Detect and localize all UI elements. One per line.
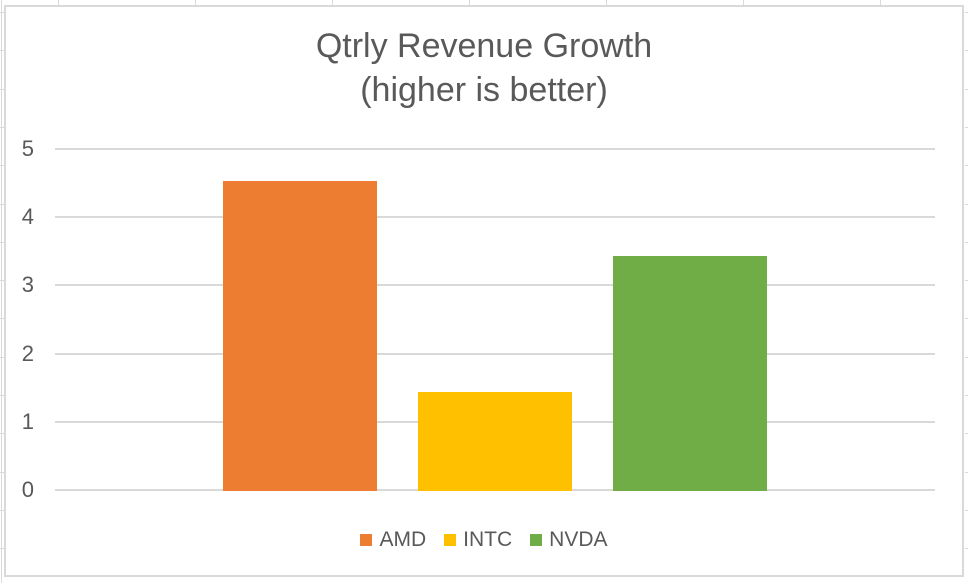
sheet-row-line bbox=[0, 127, 4, 128]
sheet-column-line bbox=[58, 0, 59, 5]
sheet-row-line bbox=[965, 318, 968, 319]
chart-legend: AMD INTC NVDA bbox=[4, 528, 964, 552]
sheet-column-line bbox=[743, 0, 744, 5]
legend-swatch-icon bbox=[444, 534, 457, 546]
gridline-y-3 bbox=[55, 284, 935, 286]
legend-item-intc: INTC bbox=[444, 528, 512, 552]
sheet-row-line bbox=[0, 472, 4, 473]
sheet-row-line bbox=[965, 548, 968, 549]
sheet-row-line bbox=[0, 548, 4, 549]
sheet-row-line bbox=[0, 395, 4, 396]
chart-title-block: Qtrly Revenue Growth (higher is better) bbox=[4, 24, 964, 112]
sheet-column-line bbox=[606, 0, 607, 5]
bar-amd bbox=[223, 181, 377, 491]
legend-swatch-icon bbox=[360, 534, 373, 546]
sheet-row-line bbox=[965, 280, 968, 281]
y-tick-label-0: 0 bbox=[21, 477, 34, 502]
gridline-y-4 bbox=[55, 216, 935, 218]
sheet-row-line bbox=[965, 127, 968, 128]
sheet-row-line bbox=[965, 472, 968, 473]
sheet-row-line bbox=[965, 204, 968, 205]
sheet-row-line bbox=[0, 318, 4, 319]
sheet-column-line bbox=[332, 0, 333, 5]
sheet-row-line bbox=[0, 242, 4, 243]
sheet-column-line bbox=[880, 0, 881, 5]
y-tick-label-4: 4 bbox=[21, 204, 34, 229]
sheet-row-line bbox=[965, 357, 968, 358]
sheet-row-line bbox=[965, 395, 968, 396]
y-tick-label-2: 2 bbox=[21, 341, 34, 366]
sheet-row-line bbox=[965, 433, 968, 434]
legend-item-nvda: NVDA bbox=[530, 528, 608, 552]
sheet-column-line bbox=[1, 0, 2, 583]
sheet-row-line bbox=[0, 165, 4, 166]
sheet-row-line bbox=[0, 12, 4, 13]
chart-subtitle: (higher is better) bbox=[360, 71, 608, 109]
sheet-column-line bbox=[195, 0, 196, 5]
sheet-row-line bbox=[965, 165, 968, 166]
legend-label: INTC bbox=[463, 528, 513, 551]
legend-swatch-icon bbox=[530, 534, 543, 546]
gridline-y-2 bbox=[55, 353, 935, 355]
sheet-row-line bbox=[0, 510, 4, 511]
y-tick-label-1: 1 bbox=[21, 409, 34, 434]
sheet-row-line bbox=[965, 242, 968, 243]
legend-label: AMD bbox=[379, 528, 427, 551]
bar-intc bbox=[418, 392, 572, 491]
sheet-row-line bbox=[0, 204, 4, 205]
legend-label: NVDA bbox=[549, 528, 608, 551]
bar-nvda bbox=[613, 256, 767, 491]
sheet-row-line bbox=[965, 89, 968, 90]
sheet-row-line bbox=[0, 433, 4, 434]
sheet-row-line bbox=[0, 50, 4, 51]
sheet-row-line bbox=[965, 510, 968, 511]
chart-title: Qtrly Revenue Growth bbox=[315, 27, 653, 65]
y-tick-label-3: 3 bbox=[21, 272, 34, 297]
sheet-row-line bbox=[0, 89, 4, 90]
sheet-row-line bbox=[0, 357, 4, 358]
sheet-row-line bbox=[965, 12, 968, 13]
sheet-column-line bbox=[469, 0, 470, 5]
sheet-row-line bbox=[965, 50, 968, 51]
sheet-row-line bbox=[0, 280, 4, 281]
y-tick-label-5: 5 bbox=[21, 136, 34, 161]
legend-item-amd: AMD bbox=[360, 528, 426, 552]
gridline-y-5 bbox=[55, 148, 935, 150]
